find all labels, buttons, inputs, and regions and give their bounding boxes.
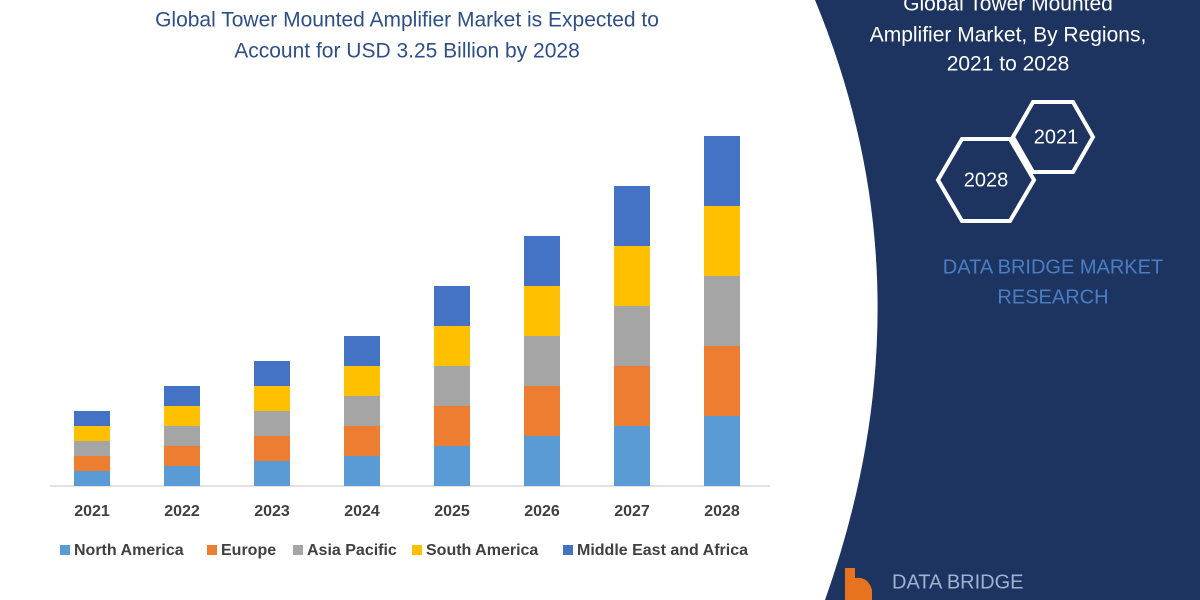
- legend-swatch: [563, 545, 573, 555]
- panel-title: 2021 to 2028: [947, 53, 1070, 76]
- side-panel: [815, 0, 1200, 600]
- bar-segment: [434, 366, 470, 406]
- bar-segment: [524, 236, 560, 286]
- bar-segment: [704, 206, 740, 276]
- bar-segment: [254, 461, 290, 486]
- bar-segment: [74, 441, 110, 456]
- hexagon-label: 2028: [964, 169, 1009, 191]
- hexagon-label: 2021: [1034, 126, 1079, 148]
- x-tick-label: 2025: [434, 503, 470, 520]
- legend-swatch: [412, 545, 422, 555]
- bar-segment: [164, 406, 200, 426]
- x-tick-label: 2024: [344, 503, 380, 520]
- bar-segment: [74, 456, 110, 471]
- bar-segment: [344, 366, 380, 396]
- x-tick-label: 2023: [254, 503, 290, 520]
- legend-swatch: [207, 545, 217, 555]
- bar-segment: [524, 336, 560, 386]
- bar-segment: [434, 406, 470, 446]
- x-tick-label: 2027: [614, 503, 650, 520]
- bar-segment: [614, 426, 650, 486]
- bar-segment: [614, 186, 650, 246]
- legend-label: Asia Pacific: [307, 542, 397, 559]
- bar-segment: [704, 136, 740, 206]
- bar-segment: [164, 446, 200, 466]
- bar-segment: [344, 426, 380, 456]
- legend-swatch: [60, 545, 70, 555]
- bar-segment: [434, 326, 470, 366]
- bar-segment: [254, 361, 290, 386]
- legend-label: Europe: [221, 542, 276, 559]
- x-tick-label: 2028: [704, 503, 740, 520]
- bar-segment: [344, 456, 380, 486]
- bar-segment: [704, 276, 740, 346]
- bar-segment: [74, 426, 110, 441]
- panel-title: Amplifier Market, By Regions,: [870, 24, 1147, 47]
- bar-segment: [524, 286, 560, 336]
- bar-segment: [254, 436, 290, 461]
- bar-segment: [434, 286, 470, 326]
- hexagon: [935, 137, 1037, 223]
- bar-segment: [434, 446, 470, 486]
- bar-segment: [344, 396, 380, 426]
- chart-title: Global Tower Mounted Amplifier Market is…: [155, 9, 659, 32]
- legend-label: Middle East and Africa: [577, 542, 748, 559]
- bar-segment: [164, 426, 200, 446]
- brand-text: DATA BRIDGE MARKET: [943, 256, 1163, 278]
- bar-segment: [524, 436, 560, 486]
- bar-segment: [254, 386, 290, 411]
- bar-segment: [704, 346, 740, 416]
- bar-segment: [704, 416, 740, 486]
- bar-segment: [254, 411, 290, 436]
- legend-label: North America: [74, 542, 184, 559]
- hexagon: [1010, 100, 1096, 174]
- panel-title: Global Tower Mounted: [903, 0, 1113, 16]
- bar-segment: [344, 336, 380, 366]
- x-tick-label: 2021: [74, 503, 110, 520]
- bar-segment: [74, 411, 110, 426]
- bar-segment: [614, 366, 650, 426]
- bar-segment: [164, 466, 200, 486]
- brand-text: RESEARCH: [997, 286, 1108, 308]
- bar-segment: [74, 471, 110, 486]
- logo-text: DATA BRIDGE: [892, 571, 1024, 593]
- x-tick-label: 2022: [164, 503, 200, 520]
- bar-segment: [524, 386, 560, 436]
- x-tick-label: 2026: [524, 503, 560, 520]
- bar-segment: [614, 306, 650, 366]
- legend-swatch: [293, 545, 303, 555]
- legend-label: South America: [426, 542, 538, 559]
- chart-title: Account for USD 3.25 Billion by 2028: [234, 40, 580, 63]
- logo-icon: [845, 568, 872, 600]
- bar-segment: [614, 246, 650, 306]
- bar-segment: [164, 386, 200, 406]
